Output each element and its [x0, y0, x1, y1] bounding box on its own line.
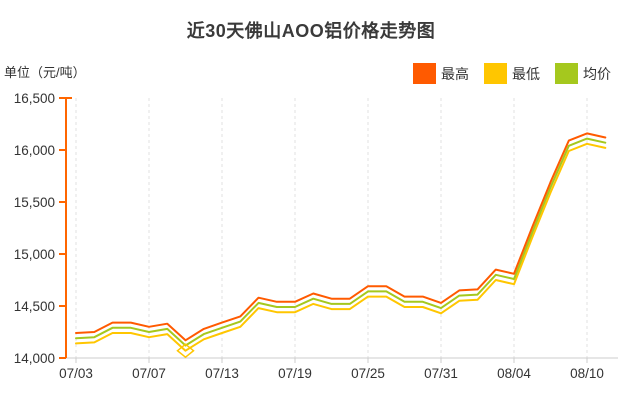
chart-title: 近30天佛山AOO铝价格走势图 — [186, 21, 436, 41]
x-tick-label: 07/07 — [132, 366, 166, 381]
series-line-最低 — [75, 142, 607, 352]
legend-item-low[interactable]: 最低 — [484, 63, 540, 84]
legend-item-high[interactable]: 最高 — [413, 63, 469, 84]
x-tick-label: 08/10 — [570, 366, 604, 381]
y-tick-label: 14,000 — [14, 351, 55, 366]
series-line-均价 — [75, 137, 607, 347]
x-tick-label: 07/03 — [59, 366, 93, 381]
series-line-最高 — [75, 132, 607, 342]
x-tick-label: 08/04 — [497, 366, 531, 381]
legend-item-avg[interactable]: 均价 — [555, 63, 611, 84]
x-tick-label: 07/25 — [351, 366, 385, 381]
legend-swatch-avg — [555, 63, 578, 84]
legend: 最高 最低 均价 — [413, 63, 611, 84]
y-tick-label: 14,500 — [14, 299, 55, 314]
legend-swatch-high — [413, 63, 436, 84]
min-point-marker — [176, 343, 195, 359]
x-tick-label: 07/13 — [205, 366, 239, 381]
legend-label-high: 最高 — [441, 65, 469, 82]
legend-label-low: 最低 — [512, 65, 540, 82]
y-tick-label: 15,000 — [14, 247, 55, 262]
x-tick-label: 07/19 — [278, 366, 312, 381]
y-tick-label: 15,500 — [14, 195, 55, 210]
legend-label-avg: 均价 — [583, 65, 611, 82]
x-tick-label: 07/31 — [424, 366, 458, 381]
unit-label: 单位（元/吨） — [4, 65, 86, 80]
legend-swatch-low — [484, 63, 507, 84]
y-tick-label: 16,000 — [14, 143, 55, 158]
y-tick-label: 16,500 — [14, 91, 55, 106]
